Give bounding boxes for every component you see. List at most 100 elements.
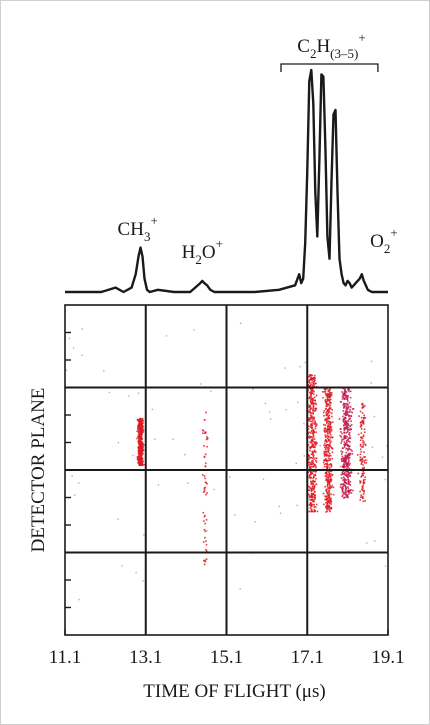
event-dot-c4	[343, 466, 345, 469]
event-dot-c3	[330, 499, 332, 501]
event-dot-c3	[325, 439, 327, 442]
event-dot-c1	[205, 462, 207, 465]
event-dot-c1	[204, 486, 207, 489]
event-dot-c5	[360, 421, 363, 424]
stray-event-dot	[262, 478, 265, 480]
event-dot-c0	[139, 441, 142, 443]
event-dot-c2	[309, 410, 312, 413]
event-dot-c2	[314, 377, 316, 379]
event-dot-c4	[343, 484, 346, 486]
event-dot-c3	[325, 436, 327, 438]
event-dot-c4	[347, 445, 350, 448]
event-dot-c4	[341, 491, 344, 493]
event-dot-c4	[348, 456, 351, 459]
event-dot-c4	[345, 405, 347, 408]
event-dot-c5	[361, 485, 364, 488]
stray-event-dot	[213, 488, 215, 491]
event-dot-c2	[312, 393, 315, 395]
event-dot-c3	[326, 492, 329, 495]
event-dot-c2	[308, 494, 311, 497]
stray-event-dot	[210, 390, 212, 392]
event-dot-c3	[322, 397, 324, 399]
event-dot-c3	[325, 447, 327, 450]
event-dot-c4	[338, 418, 341, 420]
event-dot-c2	[314, 473, 316, 476]
event-dot-c0	[140, 456, 142, 459]
event-dot-c2	[309, 507, 312, 509]
event-dot-c5	[361, 461, 364, 463]
event-dot-c2	[313, 399, 315, 401]
event-dot-c0	[140, 451, 143, 453]
event-dot-c3	[326, 443, 329, 446]
event-dot-c3	[327, 430, 329, 432]
event-dot-c4	[348, 483, 350, 485]
event-dot-c4	[348, 445, 351, 447]
event-dot-c2	[316, 423, 318, 426]
event-dot-c2	[312, 422, 314, 424]
event-dot-c2	[312, 439, 314, 441]
event-dot-c4	[347, 461, 350, 464]
event-dot-c4	[348, 464, 351, 466]
event-dot-c1	[203, 528, 206, 531]
event-dot-c2	[307, 428, 310, 430]
event-dot-c4	[342, 463, 345, 465]
event-dot-c3	[330, 507, 332, 510]
event-dot-c3	[327, 487, 329, 489]
event-dot-c5	[364, 500, 366, 502]
stray-event-dot	[319, 444, 321, 447]
event-dot-c5	[362, 444, 364, 446]
event-dot-c2	[311, 462, 313, 464]
event-dot-c4	[341, 488, 343, 490]
event-dot-c2	[310, 376, 313, 379]
event-dot-c3	[329, 432, 331, 434]
event-dot-c3	[330, 480, 332, 482]
event-dot-c5	[364, 461, 366, 464]
event-dot-c1	[202, 541, 205, 543]
event-dot-c3	[329, 392, 331, 394]
event-dot-c3	[327, 428, 330, 430]
event-dot-c3	[326, 455, 328, 457]
event-dot-c0	[137, 428, 139, 431]
event-dot-c4	[347, 486, 349, 488]
event-dot-c3	[324, 399, 326, 402]
event-dot-c0	[138, 447, 140, 449]
event-dot-c0	[139, 449, 142, 451]
event-dot-c4	[350, 420, 352, 422]
event-dot-c5	[363, 472, 365, 474]
event-dot-c4	[348, 415, 350, 418]
event-dot-c4	[341, 471, 344, 474]
event-dot-c4	[344, 457, 346, 459]
event-dot-c4	[345, 447, 347, 450]
event-dot-c5	[363, 481, 366, 484]
event-dot-c4	[343, 422, 346, 424]
event-dot-c3	[326, 435, 328, 437]
stray-event-dot	[254, 521, 256, 523]
event-dot-c4	[350, 415, 353, 417]
event-dot-c3	[323, 409, 326, 412]
event-dot-c4	[344, 426, 347, 429]
event-dot-c4	[341, 495, 344, 498]
event-dot-c4	[349, 462, 351, 465]
event-dot-c3	[329, 396, 332, 398]
event-dot-c3	[328, 398, 331, 401]
event-dot-c3	[329, 487, 332, 489]
event-dot-c2	[312, 434, 315, 437]
stray-event-dot	[157, 484, 160, 486]
event-dot-c4	[343, 418, 346, 420]
stray-event-dot	[297, 401, 299, 403]
event-dot-c2	[314, 379, 316, 382]
event-dot-c5	[361, 475, 363, 477]
event-dot-c4	[347, 478, 349, 480]
event-dot-c5	[361, 402, 364, 405]
stray-event-dot	[103, 370, 105, 372]
event-dot-c3	[323, 453, 326, 456]
event-dot-c2	[312, 416, 314, 419]
event-dot-c3	[324, 419, 327, 422]
event-dot-c5	[361, 403, 363, 406]
event-dot-c1	[205, 548, 207, 551]
stray-event-dot	[137, 392, 140, 394]
stray-event-dot	[339, 466, 342, 468]
event-dot-c5	[360, 458, 362, 461]
stray-event-dot	[81, 354, 83, 356]
event-dot-c4	[340, 473, 343, 476]
